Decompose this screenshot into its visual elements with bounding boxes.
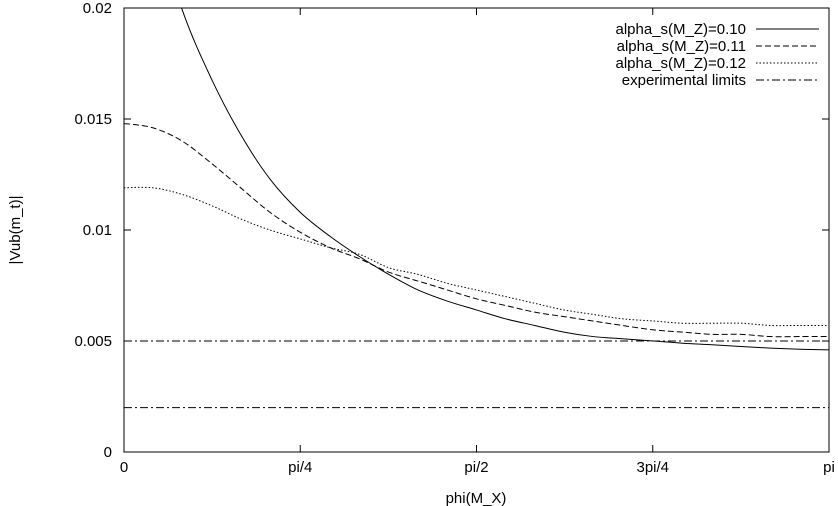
- legend-label: alpha_s(M_Z)=0.12: [616, 55, 747, 72]
- x-tick-label: 0: [120, 459, 128, 476]
- x-tick-label: pi/4: [288, 459, 312, 476]
- legend: alpha_s(M_Z)=0.10alpha_s(M_Z)=0.11alpha_…: [616, 21, 820, 89]
- x-axis-title: phi(M_X): [446, 490, 507, 506]
- y-tick-label: 0.015: [74, 111, 112, 128]
- y-tick-label: 0.005: [74, 333, 112, 350]
- x-tick-label: 3pi/4: [636, 459, 669, 476]
- series-line-dashed: [124, 123, 829, 336]
- x-tick-label: pi: [823, 459, 835, 476]
- legend-label: alpha_s(M_Z)=0.11: [617, 38, 746, 55]
- y-axis-title: |Vub(m_t)|: [7, 196, 24, 265]
- y-tick-label: 0.02: [83, 0, 112, 17]
- y-tick-label: 0.01: [83, 222, 112, 239]
- legend-label: experimental limits: [622, 72, 746, 89]
- legend-label: alpha_s(M_Z)=0.10: [616, 21, 747, 38]
- y-tick-label: 0: [104, 444, 112, 461]
- series-line-dotted: [124, 187, 829, 325]
- x-tick-label: pi/2: [464, 459, 488, 476]
